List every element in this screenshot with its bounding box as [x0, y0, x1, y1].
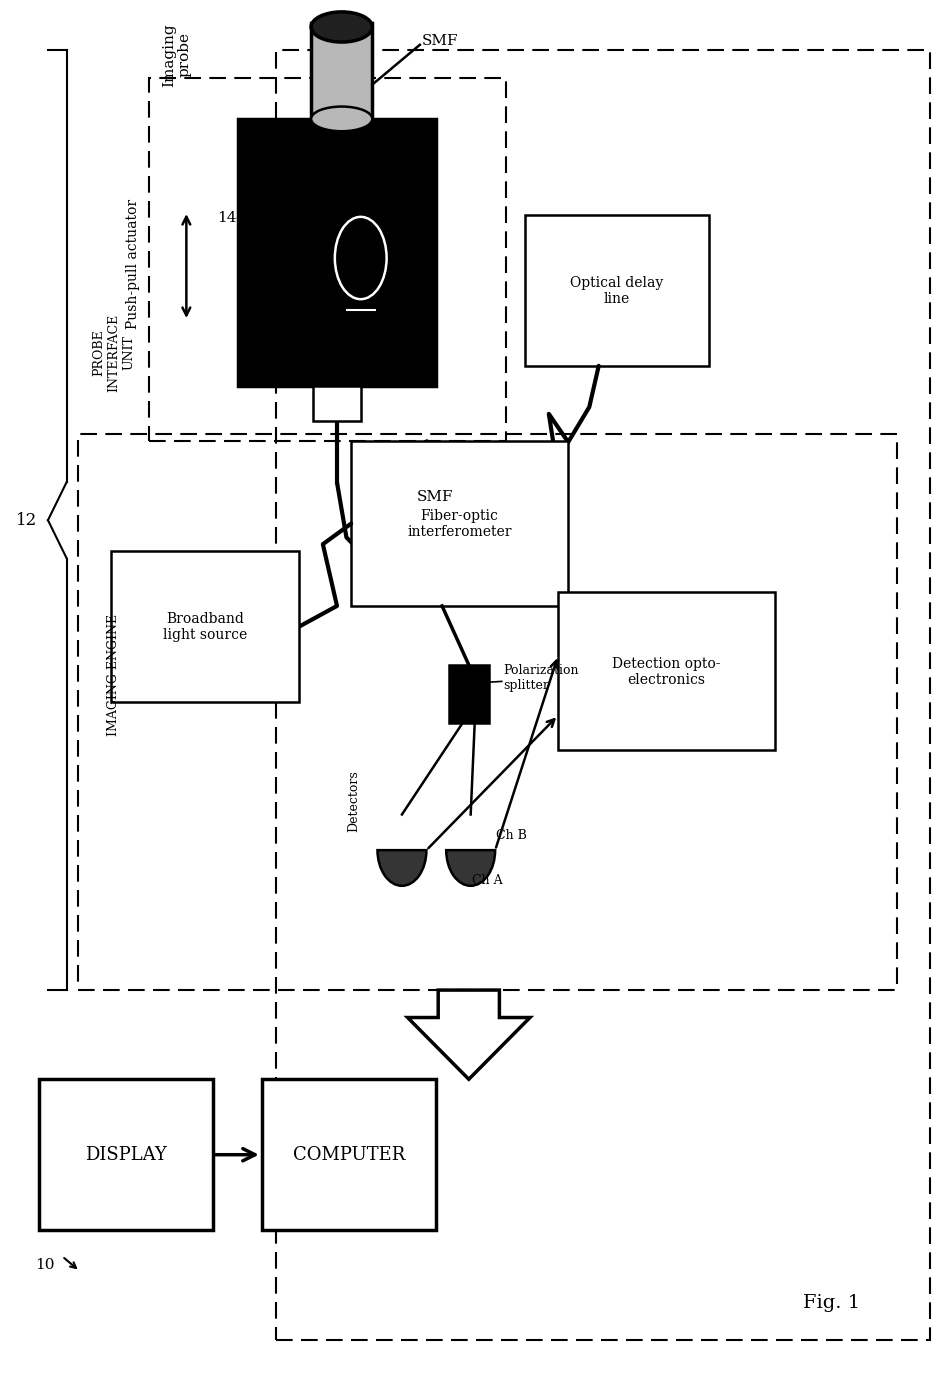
- Text: 14: 14: [217, 211, 236, 224]
- Text: 10: 10: [35, 1257, 55, 1271]
- Text: SMF: SMF: [421, 34, 458, 48]
- Text: IMAGING ENGINE: IMAGING ENGINE: [107, 614, 120, 735]
- Bar: [526, 215, 709, 366]
- Text: Optical delay
line: Optical delay line: [570, 275, 664, 306]
- Bar: [351, 442, 567, 606]
- Bar: [449, 665, 489, 723]
- Text: Detectors: Detectors: [348, 770, 361, 832]
- Text: Fig. 1: Fig. 1: [803, 1294, 860, 1312]
- Text: PROBE
INTERFACE
UNIT: PROBE INTERFACE UNIT: [93, 314, 135, 391]
- Text: Polarization
splitter: Polarization splitter: [504, 664, 580, 691]
- Text: COMPUTER: COMPUTER: [293, 1146, 405, 1164]
- Bar: [111, 551, 299, 702]
- Text: 12: 12: [16, 512, 37, 529]
- Text: Fiber-optic
interferometer: Fiber-optic interferometer: [407, 509, 511, 538]
- Text: Ch A: Ch A: [472, 874, 502, 887]
- Ellipse shape: [312, 12, 372, 43]
- Text: Push-pull actuator: Push-pull actuator: [126, 198, 140, 328]
- Bar: [276, 51, 930, 1340]
- Wedge shape: [378, 851, 426, 885]
- Bar: [149, 78, 507, 442]
- Text: SMF: SMF: [417, 489, 454, 504]
- Bar: [39, 1080, 213, 1230]
- Text: DISPLAY: DISPLAY: [85, 1146, 167, 1164]
- Text: Ch B: Ch B: [496, 829, 527, 841]
- Bar: [558, 592, 775, 750]
- FancyArrow shape: [407, 990, 530, 1080]
- Ellipse shape: [312, 107, 372, 132]
- Bar: [238, 120, 436, 387]
- Text: Detection opto-
electronics: Detection opto- electronics: [613, 657, 721, 687]
- Text: Imaging
probe: Imaging probe: [162, 23, 192, 87]
- Bar: [312, 23, 372, 120]
- Bar: [261, 1080, 436, 1230]
- Bar: [313, 387, 362, 421]
- Bar: [78, 435, 897, 990]
- Wedge shape: [446, 851, 495, 885]
- Text: Broadband
light source: Broadband light source: [163, 611, 247, 642]
